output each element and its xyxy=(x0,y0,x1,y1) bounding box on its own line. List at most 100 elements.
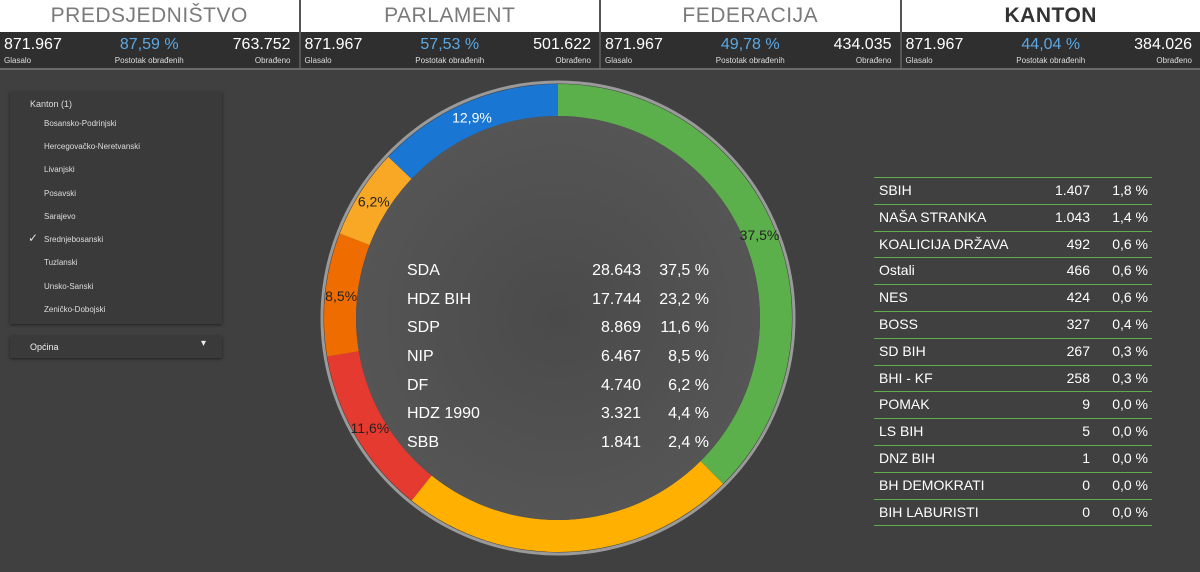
table-row: BH DEMOKRATI 0 0,0 % xyxy=(874,473,1152,500)
donut-slice-nip[interactable] xyxy=(324,233,370,357)
filter-item-label: Sarajevo xyxy=(44,212,76,221)
party-percent: 6,2 % xyxy=(668,376,709,394)
filter-item-srednjebosanski[interactable]: ✓ Srednjebosanski xyxy=(10,230,222,250)
filter-item-tuzlanski[interactable]: Tuzlanski xyxy=(10,253,222,273)
list-item: SDA 28.643 37,5 % xyxy=(407,262,709,291)
slice-label: 12,9% xyxy=(452,110,492,126)
slice-label: 11,6% xyxy=(351,420,390,436)
filter-item-sarajevo[interactable]: Sarajevo xyxy=(10,207,222,227)
filter-item-livanjski[interactable]: Livanjski xyxy=(10,160,222,180)
party-percent: 4,4 % xyxy=(668,405,709,423)
party-name: SBIH xyxy=(879,182,912,198)
table-row: LS BIH 5 0,0 % xyxy=(874,419,1152,446)
table-row: Ostali 466 0,6 % xyxy=(874,258,1152,286)
percent-value: 57,53 % xyxy=(420,36,480,53)
party-percent: 0,6 % xyxy=(1112,262,1148,279)
slice-label: 8,5% xyxy=(325,288,357,304)
donut-slices xyxy=(324,84,793,552)
list-item: NIP 6.467 8,5 % xyxy=(407,348,709,377)
party-votes: 492 xyxy=(1066,235,1090,252)
filter-item-posavski[interactable]: Posavski xyxy=(10,184,222,204)
party-name: NIP xyxy=(407,348,434,366)
party-name: BOSS xyxy=(879,315,918,332)
processed-label: Obrađeno xyxy=(254,56,291,65)
list-item: SBB 1.841 2,4 % xyxy=(407,434,709,463)
tab-kanton[interactable]: KANTON xyxy=(1004,4,1097,27)
donut-slice-labels: 37,5% 11,6% 8,5% 6,2% 12,9% xyxy=(325,110,779,436)
processed-value: 763.752 xyxy=(232,36,291,53)
party-name: BH DEMOKRATI xyxy=(879,476,985,493)
filter-item-label: Srednjebosanski xyxy=(44,235,104,244)
filter-item-label: Livanjski xyxy=(44,165,75,174)
table-row: BHI - KF 258 0,3 % xyxy=(874,366,1152,393)
party-votes: 5 xyxy=(1082,423,1090,440)
filter-item-unsko-sanski[interactable]: Unsko-Sanski xyxy=(10,277,222,297)
top-parties-list: SDA 28.643 37,5 % HDZ BIH 17.744 23,2 % SDP 8… xyxy=(407,262,709,463)
tab-parlament[interactable]: PARLAMENT xyxy=(301,0,601,32)
party-percent: 8,5 % xyxy=(668,348,709,366)
chevron-down-icon: ▾ xyxy=(200,338,206,349)
voted-label: Glasalo xyxy=(4,56,32,65)
party-votes: 28.643 xyxy=(592,262,641,279)
filter-item-label: Zeničko-Dobojski xyxy=(44,305,106,314)
party-percent: 37,5 % xyxy=(659,262,709,279)
list-item: HDZ BIH 17.744 23,2 % xyxy=(407,291,709,320)
donut-slice-sdp[interactable] xyxy=(327,351,432,501)
party-votes: 267 xyxy=(1066,342,1090,359)
party-percent: 0,0 % xyxy=(1112,476,1148,493)
party-percent: 0,0 % xyxy=(1112,449,1148,466)
party-votes: 1.407 xyxy=(1054,182,1090,198)
table-row: BIH LABURISTI 0 0,0 % xyxy=(874,500,1152,527)
table-row: NES 424 0,6 % xyxy=(874,285,1152,312)
tab-predsjednistvo[interactable]: PREDSJEDNIŠTVO xyxy=(0,0,301,32)
party-percent: 0,3 % xyxy=(1112,342,1148,359)
filter-item-hercegovacko-neretvanski[interactable]: Hercegovačko-Neretvanski xyxy=(10,137,222,157)
donut-slice-hdz-bih[interactable] xyxy=(411,461,724,552)
processed-value: 434.035 xyxy=(833,36,892,53)
party-percent: 1,8 % xyxy=(1112,182,1148,198)
party-name: DF xyxy=(407,376,429,394)
tab-federacija[interactable]: FEDERACIJA xyxy=(601,0,902,32)
percent-label: Postotak obrađenih xyxy=(1016,56,1086,65)
filter-title: Kanton (1) xyxy=(30,99,73,109)
slice-label: 6,2% xyxy=(358,193,390,209)
kanton-filter-panel: Kanton (1) Bosansko-Podrinjski Hercegova… xyxy=(10,92,222,324)
list-item: HDZ 1990 3.321 4,4 % xyxy=(407,405,709,434)
donut-outline xyxy=(320,80,796,556)
stats-predsjednistvo: 871.967 Glasalo 87,59 % Postotak obrađen… xyxy=(0,32,301,68)
party-votes: 1.841 xyxy=(600,434,641,452)
party-percent: 0,0 % xyxy=(1112,503,1148,520)
filter-item-zenicko-dobojski[interactable]: Zeničko-Dobojski xyxy=(10,300,222,320)
stats-kanton: 871.967 Glasalo 44,04 % Postotak obrađen… xyxy=(902,32,1200,68)
donut-slice-sda[interactable] xyxy=(558,84,793,484)
stats-bar: 871.967 Glasalo 87,59 % Postotak obrađen… xyxy=(0,32,1200,70)
check-icon: ✓ xyxy=(28,231,39,245)
party-name: NES xyxy=(879,289,908,306)
party-name: SDA xyxy=(407,262,440,279)
party-name: HDZ BIH xyxy=(407,290,471,308)
voted-value: 871.967 xyxy=(304,36,363,53)
processed-label: Obrađeno xyxy=(1156,56,1192,65)
percent-label: Postotak obrađenih xyxy=(715,56,785,65)
percent-value: 44,04 % xyxy=(1021,36,1081,53)
party-percent: 23,2 % xyxy=(659,290,709,308)
voted-label: Glasalo xyxy=(605,56,633,65)
donut-slice-other[interactable] xyxy=(388,84,558,179)
party-votes: 8.869 xyxy=(600,319,641,337)
filter-item-bosansko-podrinjski[interactable]: Bosansko-Podrinjski xyxy=(10,114,222,134)
party-percent: 0,0 % xyxy=(1112,396,1148,413)
party-percent: 2,4 % xyxy=(668,434,709,452)
voted-label: Glasalo xyxy=(905,56,933,65)
party-name: KOALICIJA DRŽAVA xyxy=(879,235,1009,252)
other-parties-table: SBIH 1.407 1,8 % NAŠA STRANKA 1.043 1,4 % KO… xyxy=(874,177,1152,527)
table-row: SBIH 1.407 1,8 % xyxy=(874,178,1152,205)
opcina-label: Općina xyxy=(30,342,59,352)
opcina-dropdown[interactable]: Općina ▾ xyxy=(10,336,222,358)
stats-federacija: 871.967 Glasalo 49,78 % Postotak obrađen… xyxy=(601,32,902,68)
percent-label: Postotak obrađenih xyxy=(114,56,184,65)
party-name: LS BIH xyxy=(879,423,924,440)
party-votes: 0 xyxy=(1082,476,1090,493)
donut-slice-df[interactable] xyxy=(339,156,412,246)
percent-label: Postotak obrađenih xyxy=(415,56,485,65)
